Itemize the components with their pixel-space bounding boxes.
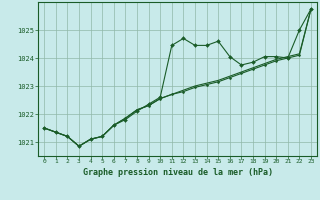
X-axis label: Graphe pression niveau de la mer (hPa): Graphe pression niveau de la mer (hPa) — [83, 168, 273, 177]
